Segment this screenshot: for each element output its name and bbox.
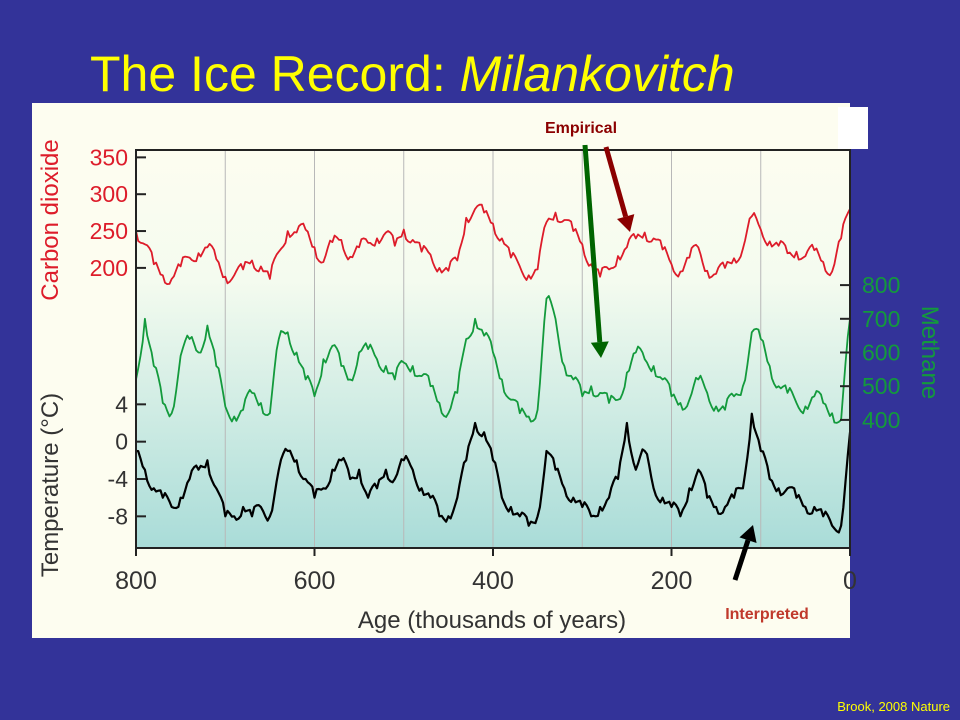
axis-labels: 800 600 400 200 0 Age (thousands of years) 350… (37, 139, 943, 634)
x-grid (224, 150, 762, 548)
x-tick-label: 400 (472, 567, 514, 595)
interpreted-label: Interpreted (725, 606, 809, 623)
panel-notch (838, 107, 868, 149)
y-axis-label-methane: Methane (916, 306, 943, 399)
y-tick-label-methane: 500 (862, 373, 900, 399)
arrow-black-interpreted (732, 525, 757, 581)
series-line-co2 (135, 203, 851, 285)
y-tick-label-temperature: 0 (115, 429, 128, 455)
y-tick-label-co2: 200 (90, 255, 128, 281)
arrow-darkred-empirical (603, 146, 635, 232)
y-tick-label-co2: 250 (90, 218, 128, 244)
title-italic-text: Milankovitch (459, 46, 735, 102)
title-main-text: The Ice Record: (90, 46, 460, 102)
series-line-methane (135, 295, 851, 424)
y-tick-label-methane: 800 (862, 272, 900, 298)
series-lines (135, 203, 852, 534)
y-tick-label-temperature: -8 (108, 503, 128, 529)
y-axis-label-temperature: Temperature (°C) (37, 393, 64, 577)
series-line-temperature (135, 412, 852, 534)
y-axis-label-co2: Carbon dioxide (37, 139, 64, 300)
x-tick-label: 200 (651, 567, 693, 595)
y-tick-label-temperature: -4 (108, 466, 129, 492)
x-tick-label: 600 (294, 567, 336, 595)
y-tick-label-co2: 350 (90, 144, 128, 170)
y-tick-label-temperature: 4 (115, 391, 128, 417)
empirical-label: Empirical (545, 120, 617, 137)
y-tick-label-methane: 700 (862, 306, 900, 332)
y-tick-label-methane: 400 (862, 407, 900, 433)
slide-title: The Ice Record: Milankovitch (90, 42, 735, 106)
x-axis-label: Age (thousands of years) (358, 607, 626, 634)
credit-text: Brook, 2008 Nature (837, 699, 950, 714)
annotations: Empirical Interpreted (545, 120, 809, 623)
y-tick-label-methane: 600 (862, 340, 900, 366)
y-tick-label-co2: 300 (90, 181, 128, 207)
arrow-green-empirical (582, 144, 609, 358)
x-tick-label: 800 (115, 567, 157, 595)
x-tick-label: 0 (843, 567, 857, 595)
